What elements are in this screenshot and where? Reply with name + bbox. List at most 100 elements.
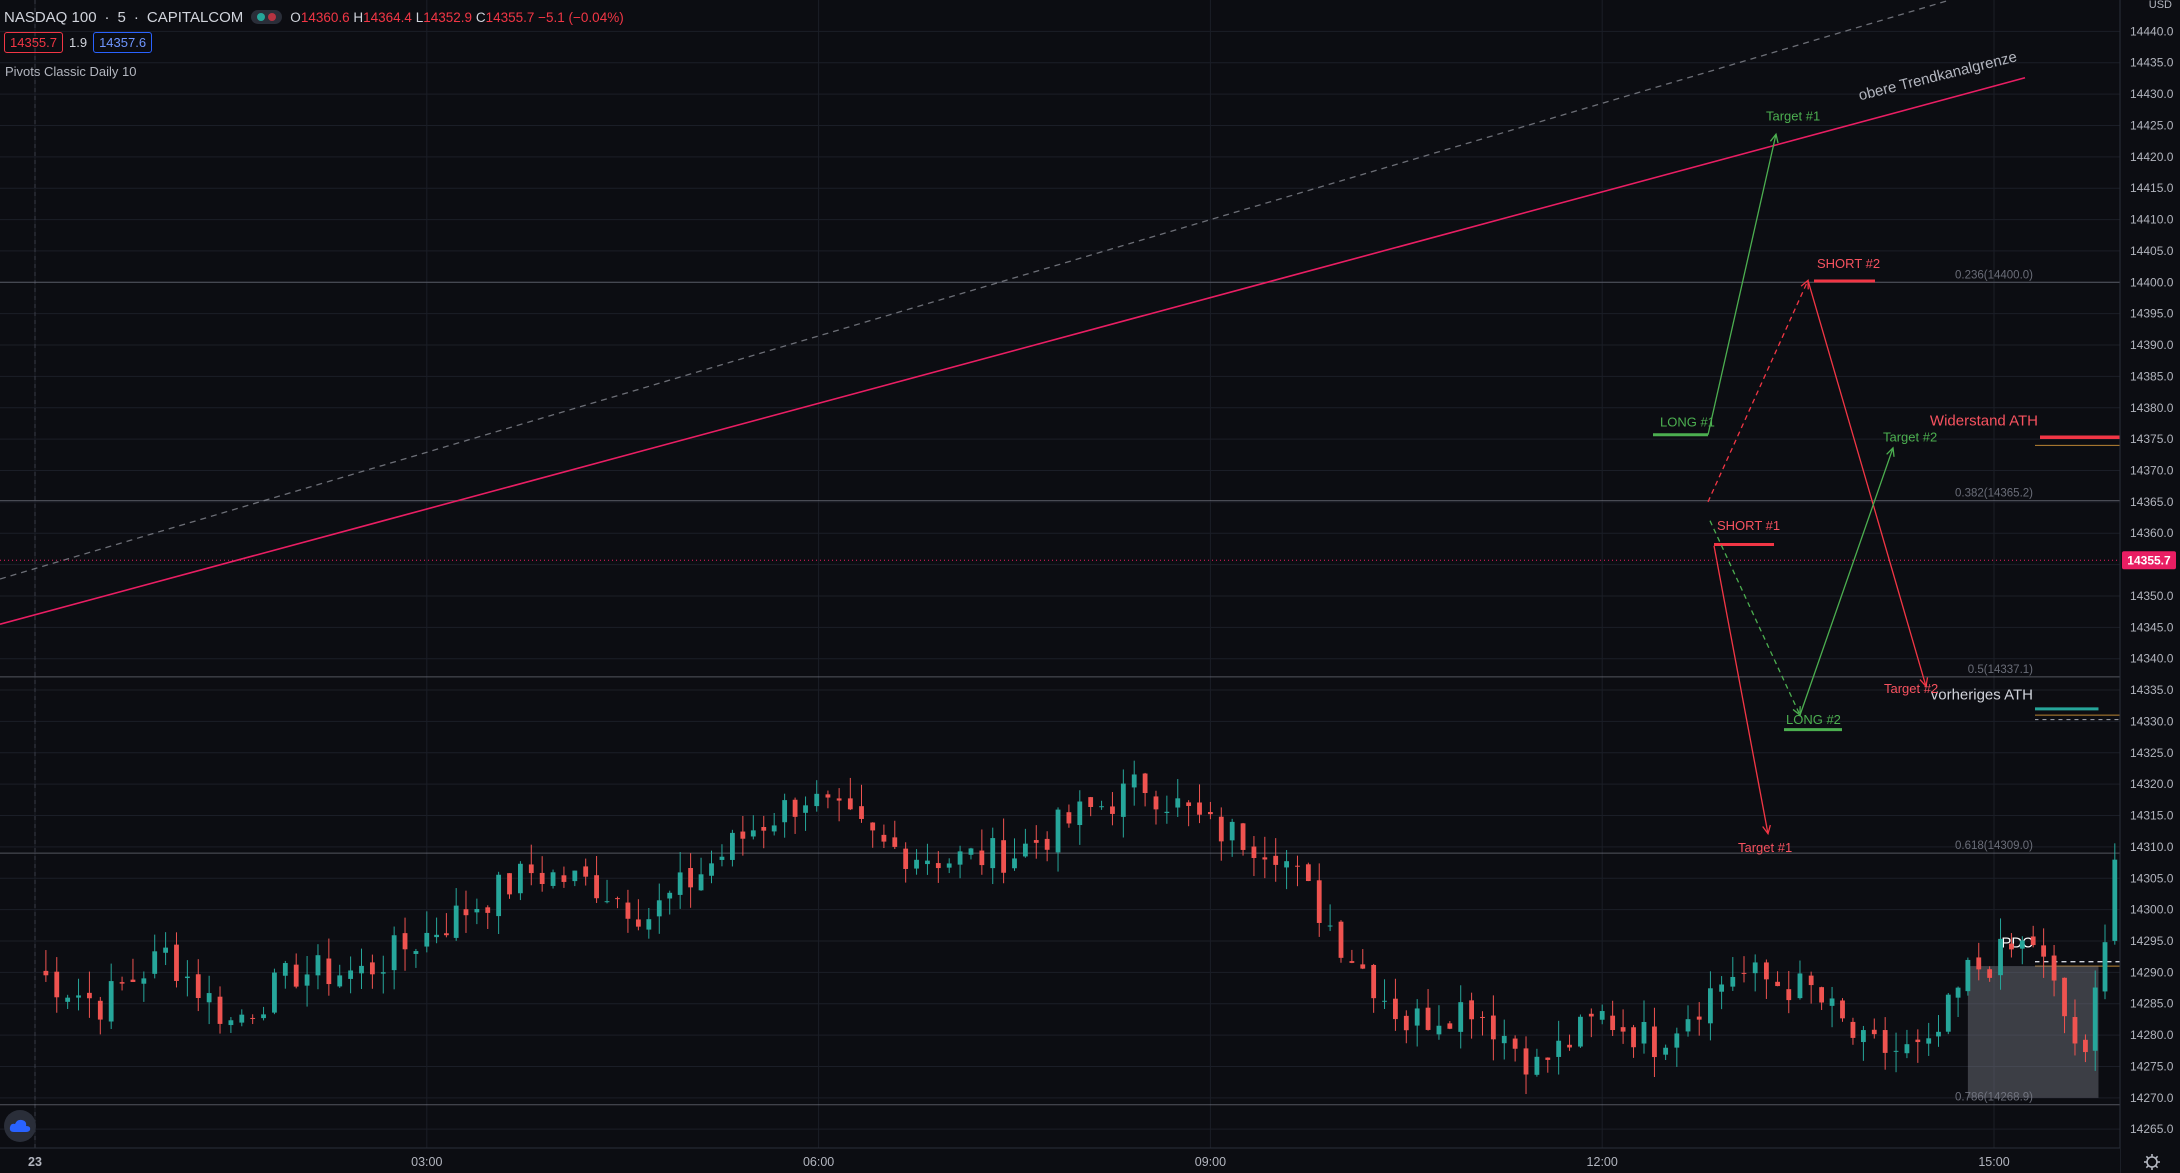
fib-label: 0.618(14309.0): [1955, 840, 2033, 852]
symbol-header: NASDAQ 100 · 5 · CAPITALCOM O14360.6 H14…: [4, 6, 624, 28]
candle-body: [119, 982, 125, 984]
price-tick-label: 14400.0: [2130, 275, 2174, 289]
symbol-name[interactable]: NASDAQ 100: [4, 8, 97, 26]
price-tick-label: 14405.0: [2130, 244, 2174, 258]
price-tick-label: 14345.0: [2130, 620, 2174, 634]
candle-body: [1965, 959, 1971, 992]
price-tick-label: 14435.0: [2130, 56, 2174, 70]
buy-price-button[interactable]: 14357.6: [93, 32, 153, 53]
candle-body: [1033, 840, 1039, 843]
tradingview-logo[interactable]: [4, 1110, 36, 1142]
high-label: H: [353, 9, 364, 25]
long1-label: LONG #1: [1660, 415, 1715, 430]
candle-body: [1055, 809, 1061, 853]
candle-body: [97, 1000, 103, 1020]
long2-target-arrow: [1799, 447, 1894, 716]
candle-body: [1349, 961, 1355, 963]
candle-body: [1578, 1016, 1583, 1047]
status-indicator[interactable]: [251, 10, 283, 24]
candle-body: [1371, 964, 1377, 999]
time-tick-label: 06:00: [803, 1155, 834, 1169]
candle-body: [1763, 962, 1769, 980]
candle-body: [174, 944, 179, 981]
candle-body: [1490, 1015, 1496, 1040]
candle-body: [1077, 801, 1083, 826]
candle-body: [1512, 1038, 1518, 1049]
candle-body: [2083, 1039, 2088, 1053]
candle-body: [1955, 987, 1961, 998]
price-tick-label: 14265.0: [2130, 1122, 2174, 1136]
candle-body: [1153, 796, 1159, 810]
candle-body: [1915, 1039, 1921, 1043]
candle-body: [282, 963, 288, 976]
candle-body: [250, 1017, 256, 1019]
candle-body: [604, 901, 610, 903]
candle-body: [1926, 1038, 1932, 1044]
short2-label: SHORT #2: [1817, 256, 1880, 271]
indicator-legend[interactable]: Pivots Classic Daily 10: [5, 64, 137, 79]
candle-body: [434, 934, 439, 938]
candle-body: [206, 993, 212, 1003]
sell-price-button[interactable]: 14355.7: [4, 32, 63, 53]
candle-body: [43, 970, 49, 976]
candle-body: [1447, 1023, 1453, 1029]
candle-body: [443, 933, 449, 936]
candle-body: [1175, 798, 1181, 808]
gear-tooth: [2154, 1164, 2159, 1169]
fib-label: 0.786(14268.9): [1955, 1092, 2033, 1104]
candle-body: [1436, 1025, 1442, 1035]
price-tick-label: 14320.0: [2130, 777, 2174, 791]
candle-body: [1631, 1027, 1636, 1048]
candle-body: [1501, 1035, 1507, 1044]
candle-body: [1120, 783, 1126, 817]
price-tick-label: 14315.0: [2130, 809, 2174, 823]
candle-body: [304, 974, 310, 986]
close-value: 14355.7: [485, 9, 535, 25]
candle-body: [1240, 823, 1246, 850]
long2-path-arrow: [1709, 520, 1801, 716]
candle-body: [1316, 880, 1322, 923]
time-tick-label: 09:00: [1195, 1155, 1226, 1169]
candle-body: [2030, 936, 2036, 946]
candle-body: [1425, 1007, 1431, 1030]
candle-body: [1012, 858, 1017, 869]
candle-body: [1696, 1016, 1702, 1020]
candle-body: [615, 898, 620, 900]
candle-body: [141, 978, 147, 984]
candle-body: [1382, 1000, 1387, 1002]
candle-body: [698, 874, 704, 891]
settings-gear-icon[interactable]: [2144, 1154, 2160, 1170]
candle-body: [1685, 1019, 1691, 1032]
candle-body: [1208, 812, 1213, 815]
candle-body: [54, 971, 60, 998]
delay-icon: [268, 13, 277, 21]
candle-body: [1142, 773, 1148, 794]
candle-body: [1393, 998, 1398, 1020]
time-axis: [0, 1148, 2120, 1173]
candle-body: [1066, 812, 1072, 824]
candle-body: [968, 848, 974, 855]
candle-body: [1197, 802, 1202, 815]
spread-value: 1.9: [69, 35, 88, 50]
candle-body: [337, 975, 343, 987]
candle-body: [1338, 921, 1344, 958]
candle-body: [782, 800, 788, 823]
candle-body: [326, 958, 332, 985]
candle-body: [1663, 1047, 1669, 1055]
short2-path-arrow-head: [1800, 279, 1809, 290]
candle-body: [550, 872, 556, 886]
currency-label: USD: [2149, 0, 2172, 11]
candle-body: [528, 864, 534, 874]
candle-body: [957, 851, 963, 865]
candle-body: [1469, 1000, 1474, 1020]
candle-body: [1871, 1029, 1877, 1035]
candle-body: [1480, 1016, 1485, 1018]
last-price-tag: [2122, 551, 2176, 570]
interval-label[interactable]: 5: [117, 8, 126, 26]
short2-path-arrow: [1707, 280, 1809, 503]
short1-target-label: Target #1: [1738, 840, 1792, 855]
candle-body: [1840, 1000, 1845, 1019]
price-tick-label: 14310.0: [2130, 840, 2174, 854]
